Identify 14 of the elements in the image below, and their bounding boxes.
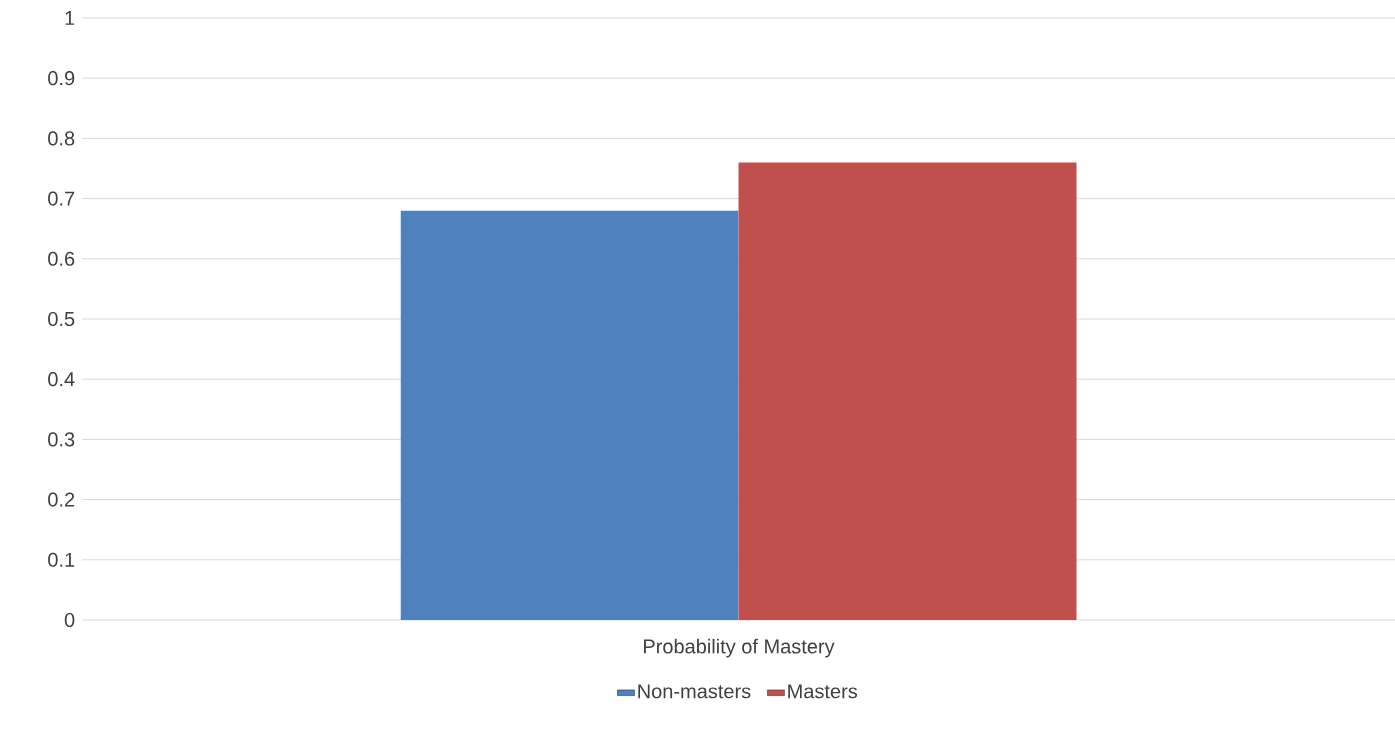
x-tick-label: Probability of Mastery: [644, 638, 835, 658]
y-tick-label: 0.4: [48, 372, 75, 387]
legend-label: Non-masters: [638, 684, 751, 699]
y-tick-label: 0.3: [48, 432, 75, 447]
y-tick-label: 1: [65, 11, 75, 25]
y-tick-label: 0: [64, 612, 75, 628]
y-tick-label: 0.1: [48, 552, 75, 567]
y-tick-label: 0.8: [48, 131, 75, 146]
y-tick-label: 0.5: [48, 311, 75, 327]
y-tick-label: 0.9: [48, 71, 75, 86]
y-tick-label: 0.2: [48, 492, 75, 507]
y-tick-label: 0.7: [48, 191, 75, 206]
y-tick-label: 0.6: [48, 251, 75, 266]
legend-label: Masters: [788, 684, 858, 699]
